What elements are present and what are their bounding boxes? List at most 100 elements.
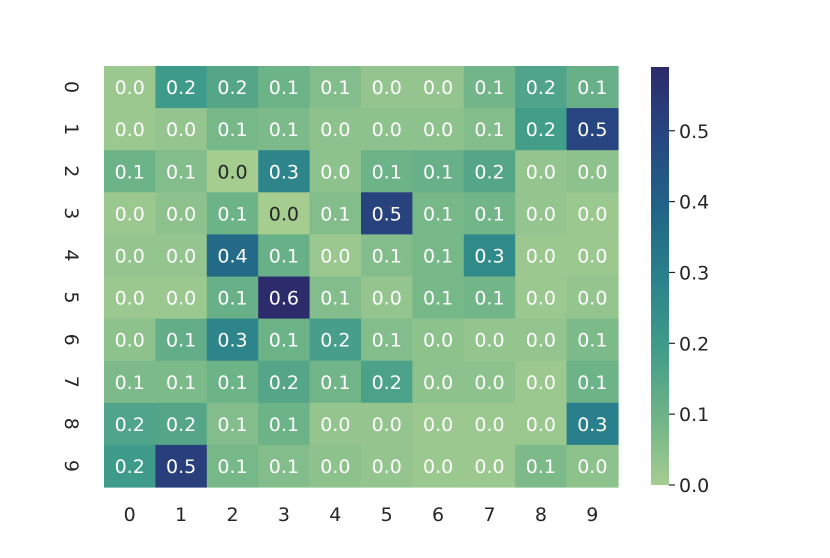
heatmap-cell bbox=[463, 108, 516, 151]
heatmap-cell bbox=[463, 360, 516, 404]
colorbar-tick-label: 0.5 bbox=[679, 121, 709, 143]
heatmap-cell bbox=[515, 192, 568, 235]
heatmap-cell bbox=[566, 108, 619, 151]
heatmap-cell bbox=[258, 318, 311, 362]
heatmap-cell bbox=[258, 360, 311, 404]
cell-annotation: 0.1 bbox=[217, 372, 247, 394]
heatmap-cell bbox=[206, 234, 259, 278]
cell-annotation: 0.1 bbox=[423, 161, 453, 183]
heatmap-cell bbox=[155, 276, 208, 320]
cell-annotation: 0.0 bbox=[166, 119, 196, 141]
heatmap-cell bbox=[566, 192, 619, 235]
cell-annotation: 0.0 bbox=[577, 203, 607, 225]
cell-annotation: 0.0 bbox=[115, 245, 145, 267]
cell-annotation: 0.0 bbox=[372, 119, 402, 141]
cell-annotation: 0.5 bbox=[577, 119, 607, 141]
cell-annotation: 0.0 bbox=[269, 203, 299, 225]
heatmap-cell bbox=[309, 444, 362, 488]
cell-annotation: 0.1 bbox=[372, 245, 402, 267]
cell-annotation: 0.2 bbox=[269, 372, 299, 394]
heatmap-cell bbox=[258, 276, 311, 320]
heatmap-cell bbox=[309, 150, 362, 193]
heatmap-cell bbox=[206, 444, 259, 488]
heatmap-cell bbox=[463, 192, 516, 235]
cell-annotation: 0.0 bbox=[320, 456, 350, 478]
heatmap-cell bbox=[104, 192, 156, 235]
cell-annotation: 0.3 bbox=[577, 414, 607, 436]
heatmap-cell bbox=[566, 402, 619, 446]
heatmap-cell bbox=[309, 66, 362, 109]
cell-annotation: 0.0 bbox=[166, 288, 196, 310]
heatmap-cell bbox=[104, 318, 156, 362]
heatmap-cell bbox=[155, 66, 208, 109]
heatmap-cell bbox=[412, 402, 465, 446]
heatmap-cell bbox=[515, 276, 568, 320]
colorbar-tick-label: 0.3 bbox=[679, 262, 709, 284]
y-tick-label: 9 bbox=[60, 460, 82, 472]
heatmap-cell bbox=[361, 318, 413, 362]
cell-annotation: 0.0 bbox=[115, 330, 145, 352]
cell-annotation: 0.1 bbox=[166, 372, 196, 394]
x-tick-label: 8 bbox=[535, 504, 547, 526]
cell-annotation: 0.1 bbox=[474, 119, 504, 141]
heatmap-cell bbox=[258, 234, 311, 278]
cell-annotation: 0.2 bbox=[217, 77, 247, 99]
cell-annotation: 0.0 bbox=[115, 203, 145, 225]
cell-annotation: 0.2 bbox=[320, 330, 350, 352]
x-tick-label: 5 bbox=[381, 504, 393, 526]
cell-annotation: 0.1 bbox=[269, 77, 299, 99]
heatmap-cell bbox=[258, 150, 311, 193]
heatmap-cell bbox=[104, 108, 156, 151]
heatmap-cell bbox=[463, 318, 516, 362]
heatmap-cell bbox=[155, 444, 208, 488]
heatmap-cell bbox=[206, 276, 259, 320]
cell-annotation: 0.0 bbox=[526, 372, 556, 394]
cell-annotation: 0.0 bbox=[474, 372, 504, 394]
y-tick-label: 7 bbox=[60, 376, 82, 388]
heatmap-cell bbox=[155, 150, 208, 193]
cell-annotation: 0.1 bbox=[217, 119, 247, 141]
heatmap-cell bbox=[412, 444, 465, 488]
heatmap-cell bbox=[361, 150, 413, 193]
heatmap-cell bbox=[258, 192, 311, 235]
heatmap-cell bbox=[412, 276, 465, 320]
cell-annotation: 0.0 bbox=[423, 330, 453, 352]
colorbar: 0.0 0.1 0.2 0.3 0.4 0.5 bbox=[651, 67, 709, 497]
cell-annotation: 0.0 bbox=[474, 330, 504, 352]
heatmap-cell bbox=[104, 444, 156, 488]
heatmap-cell bbox=[361, 276, 413, 320]
heatmap-cell bbox=[361, 402, 413, 446]
cell-annotation: 0.0 bbox=[166, 203, 196, 225]
heatmap-cell bbox=[361, 66, 413, 109]
cell-annotation: 0.1 bbox=[320, 77, 350, 99]
heatmap-cell bbox=[104, 234, 156, 278]
heatmap-cell bbox=[206, 192, 259, 235]
heatmap-cell bbox=[104, 66, 156, 109]
heatmap-cell bbox=[309, 108, 362, 151]
cell-annotation: 0.0 bbox=[526, 330, 556, 352]
cell-annotation: 0.0 bbox=[372, 77, 402, 99]
cell-annotation: 0.0 bbox=[526, 161, 556, 183]
cell-annotation: 0.1 bbox=[269, 456, 299, 478]
heatmap-cell bbox=[412, 108, 465, 151]
heatmap-cell bbox=[361, 360, 413, 404]
x-tick-label: 4 bbox=[329, 504, 341, 526]
cell-annotation: 0.0 bbox=[320, 161, 350, 183]
x-tick-label: 0 bbox=[124, 504, 136, 526]
heatmap-cell bbox=[206, 402, 259, 446]
heatmap-cell bbox=[206, 150, 259, 193]
heatmap-cell bbox=[258, 66, 311, 109]
cell-annotation: 0.0 bbox=[423, 119, 453, 141]
x-tick-label: 3 bbox=[278, 504, 290, 526]
heatmap-cell bbox=[206, 66, 259, 109]
cell-annotation: 0.2 bbox=[372, 372, 402, 394]
cell-annotation: 0.2 bbox=[526, 77, 556, 99]
heatmap-cell bbox=[361, 234, 413, 278]
cell-annotation: 0.0 bbox=[166, 245, 196, 267]
cell-annotation: 0.1 bbox=[474, 288, 504, 310]
y-tick-label: 0 bbox=[60, 81, 82, 93]
cell-annotation: 0.0 bbox=[372, 456, 402, 478]
heatmap-cell bbox=[309, 360, 362, 404]
heatmap-cell bbox=[566, 276, 619, 320]
cell-annotation: 0.1 bbox=[320, 288, 350, 310]
